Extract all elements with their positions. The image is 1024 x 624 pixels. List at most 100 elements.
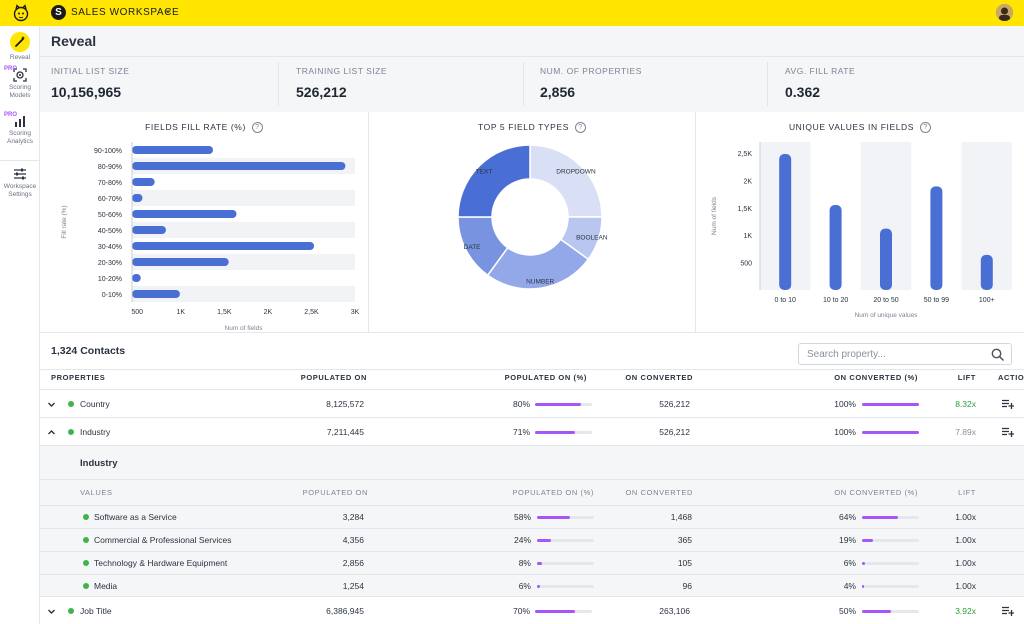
on-converted-value: 1,468 [670,512,692,522]
divider [523,62,524,106]
chevron-down-icon[interactable] [164,8,172,16]
populated-progress [537,585,594,588]
on-converted-pct-value: 64% [838,512,856,522]
table-row[interactable]: Country 8,125,572 80% 526,212 100% 8.32x [40,390,1024,418]
header-on-converted[interactable]: ON CONVERTED [625,373,693,382]
converted-progress [862,539,919,542]
header-populated-pct[interactable]: POPULATED ON (%) [512,488,594,497]
stat-value: 2,856 [540,84,576,100]
header-on-converted-pct[interactable]: ON CONVERTED (%) [834,373,918,382]
add-to-list-icon[interactable] [1002,606,1014,616]
bar [829,205,842,290]
on-converted-value: 365 [677,535,692,545]
progress-fill [537,585,541,588]
lift-value: 1.00x [955,535,976,545]
bar [132,274,141,282]
x-tick-label: 50 to 99 [924,297,949,304]
fill-rate-bar-chart: 90-100% 80-90% 70-80% 60-70% 50-60% 40-50% 30-… [61,142,360,332]
help-icon[interactable]: ? [574,122,586,134]
pro-badge: PRO [4,112,18,118]
donut-slice [457,144,531,218]
y-tick-label: 1K [743,233,752,240]
sidebar-item-label: Scoring Models [8,84,32,99]
on-converted-value: 96 [682,581,692,591]
avatar-image-icon [996,4,1013,21]
progress-fill [862,516,899,519]
stat-label: AVG. FILL RATE [785,66,856,76]
converted-progress [862,516,919,519]
populated-progress [537,562,594,565]
on-converted-value: 526,212 [659,399,690,409]
field-types-donut-chart: DROPDOWN BOOLEAN NUMBER DATE TEXT [457,144,608,290]
chevron-up-icon[interactable] [47,428,56,437]
populated-on-value: 7,211,445 [326,427,364,437]
row-band [132,190,355,206]
status-dot [68,401,74,407]
progress-fill [862,562,866,565]
help-icon[interactable]: ? [920,122,932,134]
on-converted-value: 526,212 [659,427,690,437]
add-to-list-icon[interactable] [1002,399,1014,409]
progress-fill [537,516,571,519]
sidebar-item-label: Scoring Analytics [6,130,33,145]
list-item: Commercial & Professional Services 4,356… [40,528,1024,551]
header-populated-pct[interactable]: POPULATED ON (%) [504,373,587,382]
bar [132,162,346,170]
row-band [132,286,355,302]
status-dot [83,514,89,520]
table-header: PROPERTIES POPULATED ON POPULATED ON (%)… [40,370,1024,390]
stat-label: TRAINING LIST SIZE [296,66,388,76]
stat-initial-list-size: INITIAL LIST SIZE 10,156,965 [51,66,291,100]
header-populated-on[interactable]: POPULATED ON [302,488,368,497]
header-values[interactable]: VALUES [80,488,113,497]
sidebar-item-workspace-settings[interactable]: Workspace Settings [0,160,40,199]
row-band [132,222,355,238]
add-to-list-icon[interactable] [1002,427,1014,437]
header-lift[interactable]: LIFT [958,488,976,497]
table-row[interactable]: Job Title 6,386,945 70% 263,106 50% 3.92… [40,596,1024,624]
properties-table: PROPERTIES POPULATED ON POPULATED ON (%)… [40,370,1024,624]
search-icon[interactable] [991,348,1004,361]
y-tick-label: 80-90% [98,164,122,171]
bar [132,178,155,186]
populated-progress [537,516,594,519]
list-item: Technology & Hardware Equipment 2,856 8%… [40,551,1024,574]
workspace-badge[interactable]: S [51,5,66,20]
bar [930,186,943,290]
subtable-header: VALUES POPULATED ON POPULATED ON (%) ON … [40,479,1024,505]
bar [880,228,892,290]
value-name: Commercial & Professional Services [94,535,232,545]
header-populated-on[interactable]: POPULATED ON [300,373,367,382]
sidebar-item-scoring-analytics[interactable]: PRO Scoring Analytics [0,112,40,146]
value-name: Technology & Hardware Equipment [94,558,228,568]
chevron-down-icon[interactable] [47,400,56,409]
header-properties[interactable]: PROPERTIES [51,373,106,382]
property-name: Industry [80,427,111,437]
header-lift[interactable]: LIFT [957,373,976,382]
workspace-name[interactable]: SALES WORKSPACE [71,7,180,18]
chevron-down-icon[interactable] [47,607,56,616]
on-converted-value: 105 [677,558,692,568]
app-logo-icon[interactable] [12,4,30,22]
progress-fill [862,431,919,434]
header-on-converted-pct[interactable]: ON CONVERTED (%) [834,488,918,497]
list-item: Software as a Service 3,284 58% 1,468 64… [40,505,1024,528]
main-content: Reveal INITIAL LIST SIZE 10,156,965 TRAI… [40,26,1024,624]
populated-progress [535,403,592,406]
table-row[interactable]: Industry 7,211,445 71% 526,212 100% 7.89… [40,418,1024,446]
x-tick-label: 20 to 50 [873,297,898,304]
populated-pct-value: 71% [512,427,530,437]
help-icon[interactable]: ? [251,122,263,134]
header-on-converted[interactable]: ON CONVERTED [625,488,693,497]
contacts-bar: 1,324 Contacts [40,332,1024,370]
y-tick-label: 40-50% [98,228,122,235]
chart-title: UNIQUE VALUES IN FIELDS? [696,122,1024,134]
sidebar-item-scoring-models[interactable]: PRO Scoring Models [0,66,40,100]
progress-fill [862,539,873,542]
lift-value: 1.00x [955,581,976,591]
user-avatar[interactable] [996,4,1013,21]
y-tick-label: 90-100% [94,148,122,155]
search-input[interactable] [799,344,985,364]
sidebar-item-reveal[interactable]: Reveal [0,32,40,62]
search-box [798,343,1012,365]
